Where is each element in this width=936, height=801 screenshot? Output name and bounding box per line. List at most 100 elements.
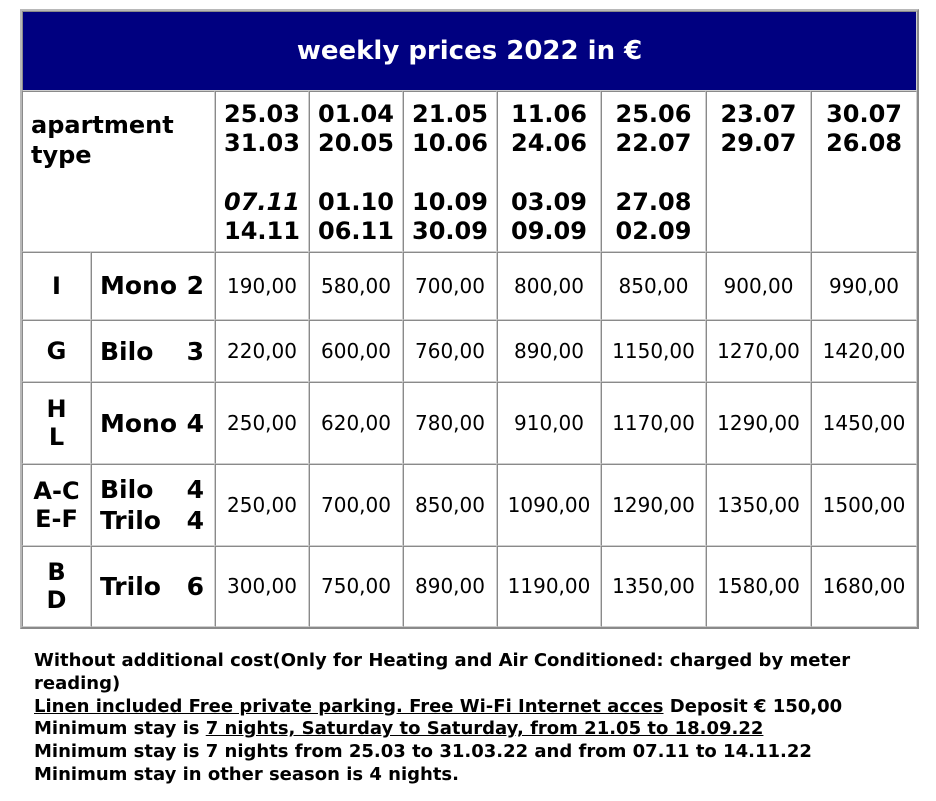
type-name: Mono	[100, 408, 178, 438]
period-alt-start: 27.08	[615, 188, 692, 217]
type-capacity: 4	[186, 408, 204, 438]
price-cell: 1680,00	[811, 545, 918, 627]
price-cell: 1580,00	[706, 545, 811, 627]
apartment-code-line: I	[52, 271, 61, 300]
period-start: 23.07	[720, 100, 797, 129]
type-name: Trilo	[100, 506, 161, 536]
period-start: 30.07	[826, 100, 902, 129]
note-min-stay-prefix: Minimum stay is	[34, 718, 206, 740]
price-cell: 890,00	[403, 545, 497, 627]
note-min-stay-summer: Minimum stay is 7 nights, Saturday to Sa…	[34, 718, 914, 741]
apartment-code-line: D	[46, 586, 67, 615]
apartment-code-line: L	[48, 423, 65, 452]
note-extras-underlined: Linen included Free private parking. Fre…	[34, 695, 664, 717]
price-table: weekly prices 2022 in € apartment type 2…	[20, 9, 920, 629]
apartment-code: A-C E-F	[22, 464, 91, 546]
price-cell: 890,00	[497, 319, 601, 383]
price-cell: 620,00	[309, 382, 403, 465]
type-name: Mono	[100, 271, 178, 301]
apartment-type: Trilo 6	[91, 545, 215, 627]
period-end: 24.06	[511, 129, 587, 158]
price-cell: 700,00	[403, 251, 497, 320]
period-alt-end: 30.09	[412, 217, 488, 246]
price-cell: 800,00	[497, 251, 601, 320]
table-row: G Bilo 3 220,00 600,00 760,00 890,00 1150…	[22, 319, 918, 383]
note-min-stay-spring-autumn: Minimum stay is 7 nights from 25.03 to 3…	[34, 741, 812, 763]
period-header: 30.07 26.08	[811, 91, 918, 252]
conditions-notes: Without additional cost(Only for Heating…	[34, 650, 914, 787]
price-cell: 760,00	[403, 319, 497, 383]
apartment-code-line: H	[46, 395, 67, 424]
period-alt-end: 06.11	[318, 217, 394, 246]
period-alt-end: 09.09	[511, 217, 587, 246]
price-cell: 900,00	[706, 251, 811, 320]
table-row: B D Trilo 6 300,00 750,00 890,00 1190,00 …	[22, 545, 918, 627]
price-cell: 1090,00	[497, 464, 601, 546]
period-end: 22.07	[615, 129, 692, 158]
period-alt-start: 03.09	[511, 188, 587, 217]
price-cell: 250,00	[215, 464, 309, 546]
table-row: A-C E-F Bilo 4 Trilo 4 250,00 700,00 850,0…	[22, 464, 918, 546]
period-end: 26.08	[826, 129, 902, 158]
type-capacity: 6	[186, 571, 204, 601]
note-min-stay-other: Minimum stay in other season is 4 nights…	[34, 763, 459, 785]
apartment-code: G	[22, 319, 91, 383]
price-cell: 300,00	[215, 545, 309, 627]
apartment-code-line: G	[46, 337, 67, 366]
type-capacity: 2	[186, 271, 204, 301]
type-name: Bilo	[100, 336, 154, 366]
apartment-code-line: E-F	[35, 505, 78, 534]
period-header: 11.06 24.06 03.09 09.09	[497, 91, 601, 252]
price-cell: 910,00	[497, 382, 601, 465]
note-included-costs: Without additional cost(Only for Heating…	[34, 650, 851, 694]
price-cell: 780,00	[403, 382, 497, 465]
period-start: 25.03	[224, 100, 300, 129]
note-extras: Linen included Free private parking. Fre…	[34, 696, 914, 719]
apartment-type: Bilo 3	[91, 319, 215, 383]
price-cell: 600,00	[309, 319, 403, 383]
price-cell: 1150,00	[601, 319, 706, 383]
price-cell: 1500,00	[811, 464, 918, 546]
period-end: 10.06	[412, 129, 488, 158]
period-end: 20.05	[318, 129, 394, 158]
period-alt-start: 01.10	[318, 188, 394, 217]
period-start: 21.05	[412, 100, 488, 129]
type-capacity: 4	[186, 506, 204, 536]
price-cell: 1190,00	[497, 545, 601, 627]
period-end: 31.03	[224, 129, 300, 158]
apartment-type-header: apartment type	[22, 91, 215, 252]
period-end: 29.07	[720, 129, 797, 158]
type-name: Trilo	[100, 571, 161, 601]
price-cell: 1420,00	[811, 319, 918, 383]
apartment-type-label-line1: apartment	[31, 111, 174, 140]
period-header: 23.07 29.07	[706, 91, 811, 252]
price-cell: 850,00	[601, 251, 706, 320]
price-cell: 190,00	[215, 251, 309, 320]
apartment-code-line: A-C	[33, 477, 80, 506]
price-cell: 1270,00	[706, 319, 811, 383]
note-deposit: Deposit € 150,00	[663, 695, 843, 717]
apartment-type: Bilo 4 Trilo 4	[91, 464, 215, 546]
apartment-code-line: B	[47, 558, 66, 587]
period-start: 25.06	[615, 100, 692, 129]
apartment-type: Mono 2	[91, 251, 215, 320]
price-cell: 220,00	[215, 319, 309, 383]
period-header: 21.05 10.06 10.09 30.09	[403, 91, 497, 252]
price-cell: 1290,00	[601, 464, 706, 546]
table-row: I Mono 2 190,00 580,00 700,00 800,00 850,…	[22, 251, 918, 320]
apartment-code: I	[22, 251, 91, 320]
period-header: 25.06 22.07 27.08 02.09	[601, 91, 706, 252]
apartment-code: H L	[22, 382, 91, 465]
price-cell: 750,00	[309, 545, 403, 627]
type-name: Bilo	[100, 475, 154, 505]
period-alt-end: 02.09	[615, 217, 692, 246]
price-cell: 1350,00	[706, 464, 811, 546]
type-capacity: 3	[186, 336, 204, 366]
price-cell: 1170,00	[601, 382, 706, 465]
period-header: 01.04 20.05 01.10 06.11	[309, 91, 403, 252]
table-title: weekly prices 2022 in €	[22, 11, 918, 92]
price-cell: 1290,00	[706, 382, 811, 465]
table-row: H L Mono 4 250,00 620,00 780,00 910,00 11…	[22, 382, 918, 465]
price-cell: 1450,00	[811, 382, 918, 465]
type-capacity: 4	[186, 475, 204, 505]
